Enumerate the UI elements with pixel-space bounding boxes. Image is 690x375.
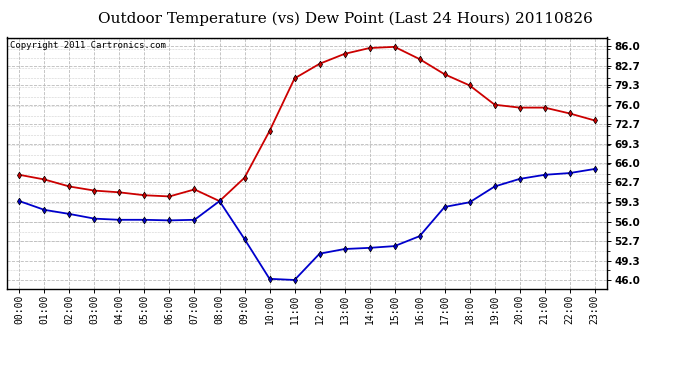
Text: Copyright 2011 Cartronics.com: Copyright 2011 Cartronics.com xyxy=(10,41,166,50)
Text: Outdoor Temperature (vs) Dew Point (Last 24 Hours) 20110826: Outdoor Temperature (vs) Dew Point (Last… xyxy=(97,11,593,26)
